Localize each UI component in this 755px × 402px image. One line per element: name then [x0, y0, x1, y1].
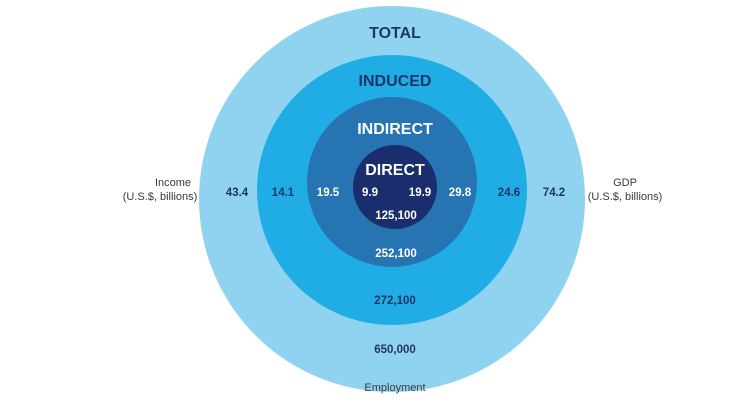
total-income-value: 43.4 [226, 187, 249, 199]
gdp-unit-label: (U.S.$, billions) [588, 191, 663, 203]
direct-income-value: 9.9 [362, 187, 378, 199]
direct-ring [353, 145, 437, 229]
gdp-label: GDP [613, 177, 637, 189]
total-employment-value: 650,000 [374, 344, 416, 356]
income-unit-label: (U.S.$, billions) [123, 191, 198, 203]
induced-employment-value: 272,100 [374, 295, 416, 307]
direct-gdp-value: 19.9 [409, 187, 431, 199]
indirect-gdp-value: 29.8 [449, 187, 472, 199]
indirect-title: INDIRECT [357, 121, 433, 138]
direct-employment-value: 125,100 [375, 210, 417, 222]
income-label: Income [155, 177, 191, 189]
indirect-employment-value: 252,100 [375, 248, 417, 260]
indirect-income-value: 19.5 [317, 187, 340, 199]
employment-label: Employment [364, 382, 425, 394]
induced-gdp-value: 24.6 [498, 187, 520, 199]
total-gdp-value: 74.2 [543, 187, 565, 199]
total-title: TOTAL [369, 25, 421, 42]
direct-title: DIRECT [365, 162, 425, 179]
induced-income-value: 14.1 [272, 187, 295, 199]
induced-title: INDUCED [359, 73, 432, 90]
